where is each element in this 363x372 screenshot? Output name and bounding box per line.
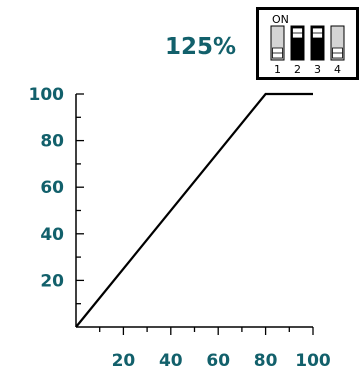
dip-switch-1: 1 — [270, 25, 285, 76]
ticks — [76, 93, 314, 335]
x-tick-label: 80 — [254, 351, 278, 371]
series-line — [75, 92, 313, 328]
y-tick-label: 60 — [40, 178, 64, 198]
x-tick-label: 60 — [206, 351, 230, 371]
axes — [75, 94, 313, 328]
x-tick-label: 100 — [295, 351, 331, 371]
x-tick-label: 20 — [112, 351, 136, 371]
dip-switch-4: 4 — [330, 25, 345, 76]
dip-switch-on-label: ON — [272, 13, 289, 26]
series-group — [75, 92, 313, 328]
dip-switch-2: 2 — [290, 25, 305, 76]
y-tick-label: 100 — [29, 85, 65, 105]
dip-switch-3: 3 — [310, 25, 325, 76]
y-tick-label: 20 — [40, 271, 64, 291]
percent-label: 125% — [165, 34, 236, 60]
dip-switch-number: 3 — [314, 63, 321, 76]
x-tick-label: 40 — [159, 351, 183, 371]
y-tick-label: 80 — [40, 132, 64, 152]
tick-labels: 20 40 60 80 100 20 40 60 80 100 — [29, 85, 331, 371]
dip-switch-number: 1 — [274, 63, 281, 76]
y-tick-label: 40 — [40, 225, 64, 245]
dip-switch-number: 2 — [294, 63, 301, 76]
dip-switch-number: 4 — [334, 63, 341, 76]
